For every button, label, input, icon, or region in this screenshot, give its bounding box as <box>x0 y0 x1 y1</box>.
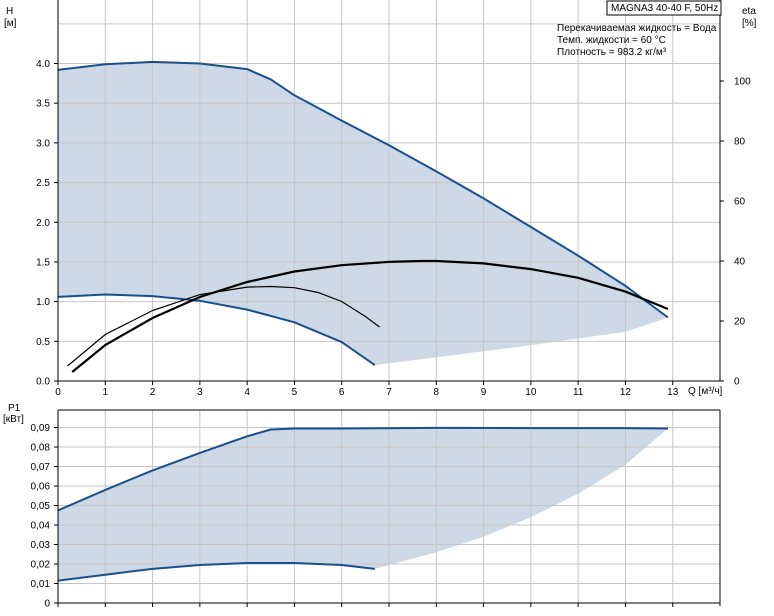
head-efficiency-panel: 0.0 0.5 1.0 1.5 2.0 2.5 3.0 3.5 4.0 0 20 40 60 80 100 0… <box>36 0 751 398</box>
eta-tick-label: 40 <box>734 257 746 268</box>
flow-tick-label: 11 <box>573 387 584 398</box>
head-axis-unit: [м] <box>4 18 17 29</box>
power-tick-label: 0,05 <box>31 501 51 512</box>
flow-tick-label: 7 <box>386 387 392 398</box>
eta-max-line <box>71 259 669 373</box>
eta-min-line <box>67 285 380 367</box>
head-tick-label: 4.0 <box>36 59 50 70</box>
head-tick-label: 1.0 <box>36 297 50 308</box>
flow-tick-label: 10 <box>525 387 537 398</box>
model-title-box <box>606 0 722 16</box>
head-axes <box>54 0 724 385</box>
power-axes <box>54 409 721 607</box>
flow-tick-label: 5 <box>292 387 298 398</box>
max-power-line <box>57 426 669 512</box>
head-tick-labels: 0.0 0.5 1.0 1.5 2.0 2.5 3.0 3.5 4.0 0 20 40 60 80 100 0… <box>36 59 751 398</box>
flow-tick-label: 1 <box>103 387 109 398</box>
min-power-line <box>57 562 375 582</box>
power-panel: 0 0,01 0,02 0,03 0,04 0,05 0,06 0,07 0,08 0,09 <box>31 409 721 610</box>
head-grid <box>58 0 720 381</box>
flow-tick-label: 2 <box>150 387 156 398</box>
head-axis-label: H <box>6 6 13 17</box>
flow-tick-label: 8 <box>434 387 440 398</box>
power-tick-label: 0,01 <box>31 579 51 590</box>
eta-tick-label: 100 <box>734 77 751 88</box>
power-tick-label: 0,09 <box>31 423 51 434</box>
flow-tick-label: 3 <box>197 387 203 398</box>
flow-tick-label: 13 <box>667 387 679 398</box>
model-title: MAGNA3 40-40 F, 50Hz <box>611 3 718 14</box>
power-envelope-fill <box>58 427 668 581</box>
eta-tick-label: 0 <box>734 377 740 388</box>
flow-tick-label: 9 <box>481 387 487 398</box>
eta-axis-unit: [%] <box>742 18 757 29</box>
operating-range-envelope <box>58 61 668 366</box>
power-tick-label: 0,02 <box>31 560 51 571</box>
head-tick-label: 3.0 <box>36 138 50 149</box>
eta-axis-label: eta <box>742 6 756 17</box>
power-tick-label: 0,04 <box>31 521 51 532</box>
head-tick-label: 2.0 <box>36 218 50 229</box>
info-liquid: Перекачиваемая жидкость = Вода <box>557 23 717 34</box>
power-tick-label: 0,06 <box>31 482 51 493</box>
flow-tick-label: 6 <box>339 387 345 398</box>
head-tick-label: 1.5 <box>36 257 50 268</box>
flow-axis-label: Q [м³/ч] <box>688 386 723 397</box>
head-tick-label: 3.5 <box>36 99 50 110</box>
head-tick-label: 0.0 <box>36 377 50 388</box>
head-envelope-fill <box>58 61 668 366</box>
head-tick-label: 0.5 <box>36 337 50 348</box>
flow-tick-label: 0 <box>55 387 61 398</box>
power-axis-label: P1 <box>8 403 21 414</box>
power-tick-labels: 0 0,01 0,02 0,03 0,04 0,05 0,06 0,07 0,08 0,09 <box>31 423 51 609</box>
head-tick-label: 2.5 <box>36 178 50 189</box>
power-tick-label: 0,03 <box>31 540 51 551</box>
power-range-envelope <box>58 427 668 581</box>
info-density: Плотность = 983.2 кг/м³ <box>557 47 667 58</box>
power-tick-label: 0,08 <box>31 443 51 454</box>
flow-tick-label: 12 <box>620 387 632 398</box>
eta-tick-label: 80 <box>734 137 746 148</box>
eta-tick-label: 60 <box>734 197 746 208</box>
power-grid <box>58 410 720 603</box>
min-curve-line <box>57 293 376 366</box>
power-axis-unit: [кВт] <box>3 414 24 425</box>
power-tick-label: 0,07 <box>31 462 51 473</box>
power-curves <box>57 426 669 582</box>
flow-tick-label: 4 <box>244 387 250 398</box>
eta-tick-label: 20 <box>734 317 746 328</box>
head-efficiency-curves <box>57 60 669 373</box>
max-curve-line <box>57 60 669 319</box>
info-temperature: Темп. жидкости = 60 °C <box>557 35 666 46</box>
power-tick-label: 0 <box>44 599 50 610</box>
